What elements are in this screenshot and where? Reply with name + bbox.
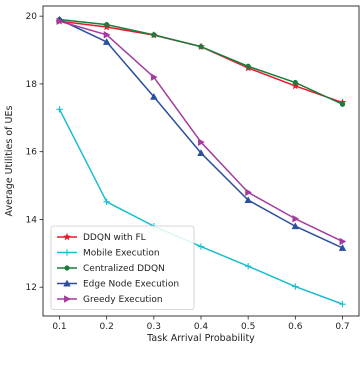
- data-point: [292, 79, 298, 86]
- x-tick-label: 0.4: [194, 322, 209, 332]
- legend-marker: [64, 295, 71, 303]
- data-point: [339, 300, 346, 308]
- series-layer: [55, 15, 347, 308]
- x-tick-label: 0.3: [147, 322, 161, 332]
- data-point: [338, 244, 347, 251]
- legend: DDQN with FL Mobile Execution Centralized …: [50, 225, 195, 310]
- series-greedy-execution: [56, 17, 347, 246]
- series-mobile-execution: [56, 106, 346, 308]
- axes-frame: [42, 5, 360, 317]
- data-point: [339, 237, 347, 246]
- legend-label: Edge Node Execution: [83, 280, 179, 290]
- legend-label: DDQN with FL: [83, 233, 146, 243]
- data-point: [102, 38, 111, 45]
- data-point: [198, 138, 205, 146]
- data-point: [245, 188, 253, 197]
- y-tick-label: 12: [26, 283, 37, 293]
- legend-marker: [63, 249, 71, 256]
- data-point: [150, 92, 158, 100]
- legend-label: Centralized DDQN: [83, 264, 165, 274]
- data-point: [291, 222, 300, 230]
- x-tick-label: 0.7: [335, 322, 349, 332]
- legend-marker: [63, 279, 71, 287]
- y-tick-label: 18: [26, 80, 38, 90]
- data-point: [104, 21, 110, 28]
- data-point: [198, 44, 204, 50]
- data-point: [292, 214, 300, 223]
- data-point: [197, 149, 205, 156]
- legend-box: [50, 225, 195, 310]
- x-tick-label: 0.6: [288, 322, 303, 332]
- legend-marker: [62, 232, 72, 241]
- y-tick-label: 16: [26, 148, 38, 158]
- data-point: [291, 81, 300, 90]
- data-point: [103, 31, 111, 39]
- data-point: [197, 243, 205, 250]
- legend-label: Greedy Execution: [83, 295, 163, 305]
- x-tick-label: 0.5: [241, 322, 255, 332]
- data-point: [244, 196, 252, 204]
- legend-item: Centralized DDQN: [57, 264, 165, 274]
- y-tick-label: 20: [26, 12, 38, 22]
- data-point: [292, 283, 299, 290]
- data-point: [244, 262, 252, 270]
- data-point: [56, 17, 64, 26]
- data-point: [56, 106, 63, 113]
- y-tick-label: 14: [26, 215, 38, 225]
- y-axis-label: Average Utilities of UEs: [4, 106, 15, 217]
- legend-item: Mobile Execution: [57, 249, 160, 259]
- data-point: [339, 101, 346, 107]
- x-tick-label: 0.2: [100, 322, 114, 332]
- axes-layer: 0.1 0.2 0.3 0.4 0.5 0.6 0.7 12 14 16 18 20: [26, 5, 360, 332]
- data-point: [151, 32, 157, 38]
- legend-item: Greedy Execution: [57, 295, 163, 305]
- x-axis-label: Task Arrival Probability: [146, 333, 255, 344]
- legend-marker: [64, 265, 70, 271]
- data-point: [245, 63, 251, 69]
- data-point: [150, 73, 158, 81]
- x-tick-label: 0.1: [52, 322, 66, 332]
- legend-item: Edge Node Execution: [57, 279, 179, 290]
- data-point: [103, 198, 110, 206]
- legend-item: DDQN with FL: [57, 232, 146, 243]
- legend-label: Mobile Execution: [83, 249, 160, 259]
